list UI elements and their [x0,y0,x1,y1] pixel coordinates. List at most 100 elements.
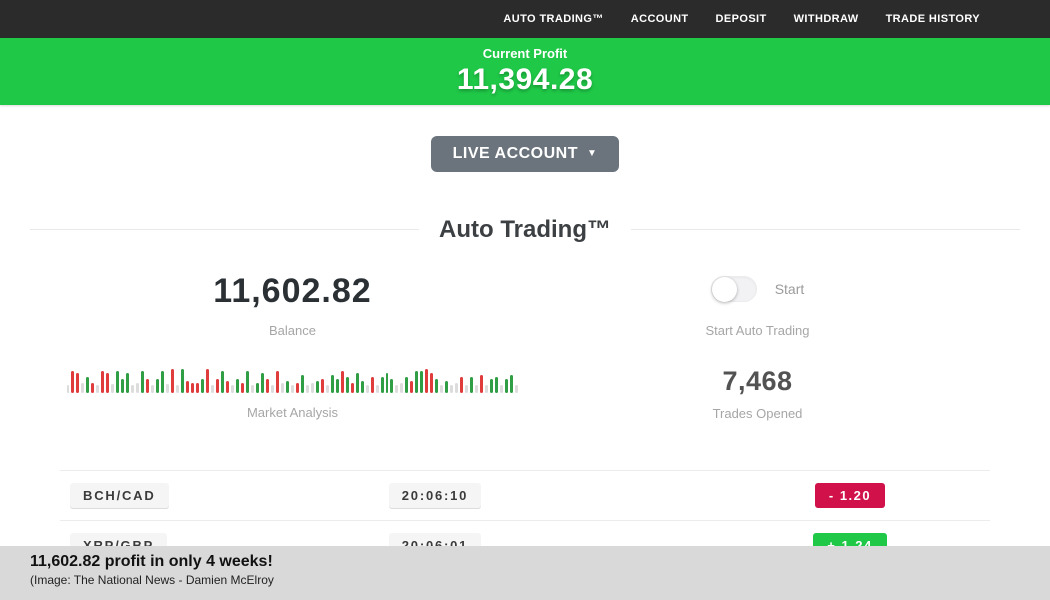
market-bar [360,381,364,393]
market-bar [440,385,444,393]
current-profit-value: 11,394.28 [456,63,594,96]
caption-credit: (Image: The National News - Damien McElr… [30,573,274,587]
market-bar [310,383,314,393]
market-bar [196,383,200,393]
market-bar [445,381,449,393]
market-bar [335,379,339,393]
start-auto-trading-toggle[interactable] [710,276,757,302]
market-bar [390,379,394,393]
market-bar [136,383,140,393]
market-bar [415,371,419,393]
market-bar [495,377,499,393]
market-bar [171,369,175,393]
chevron-down-icon: ▼ [587,148,598,159]
market-bar [435,379,439,393]
market-bar [141,371,145,393]
market-bar [280,383,284,393]
market-bar [295,383,299,393]
nav-item[interactable]: WITHDRAW [793,13,859,25]
market-bar [86,377,90,393]
market-bar [465,385,469,393]
market-bar [250,385,254,393]
market-bar [260,373,264,393]
market-bar [101,371,105,393]
toggle-knob [711,277,737,302]
market-bar [460,377,464,393]
market-bar [226,381,229,393]
auto-trading-label: Start Auto Trading [705,323,810,338]
market-bar [181,369,185,393]
nav-item[interactable]: AUTO TRADING™ [503,13,604,25]
market-bar [245,371,249,393]
market-bar [375,385,379,393]
market-bar [156,379,160,393]
market-bar [355,373,359,393]
market-bar [151,385,155,393]
market-analysis-chart [66,365,519,393]
account-selector-wrap: LIVE ACCOUNT ▼ [0,136,1050,172]
market-bar [111,384,115,393]
market-bar [345,377,349,393]
market-bar [285,381,289,393]
market-bar [455,383,459,393]
market-bar [340,371,344,393]
market-bar [490,379,494,393]
market-bar [201,379,205,393]
market-bar [450,385,454,393]
market-bar [116,371,120,393]
market-bar [405,377,409,393]
market-bar [515,385,519,393]
table-row[interactable]: BCH/CAD 20:06:10 - 1.20 [60,470,990,520]
market-analysis-stat: Market Analysis [60,363,525,444]
auto-trading-stat: Start Start Auto Trading [525,268,990,363]
market-bar [230,385,234,393]
market-bar [505,379,509,393]
market-bar [430,373,434,393]
market-bar [191,383,195,393]
market-bar [330,375,334,393]
market-bar [410,381,414,393]
trades-table: BCH/CAD 20:06:10 - 1.20 XRP/GBP 20:06:01… [60,470,990,570]
nav-item[interactable]: ACCOUNT [630,13,689,25]
nav-item[interactable]: DEPOSIT [715,13,767,25]
market-bar [211,385,215,393]
nav-item[interactable]: TRADE HISTORY [885,13,980,25]
market-bar [275,371,279,393]
market-bar [146,379,150,393]
toggle-state-label: Start [774,281,805,297]
market-bar [76,373,80,393]
page-title: Auto Trading™ [419,216,631,243]
market-bar [131,385,135,393]
market-bar [385,373,389,393]
market-bar [485,385,489,393]
market-bar [270,385,274,393]
trades-opened-stat: 7,468 Trades Opened [525,363,990,444]
market-bar [475,385,479,393]
market-bar [71,371,75,393]
market-bar [265,379,269,393]
market-bar [510,375,514,393]
live-account-button[interactable]: LIVE ACCOUNT ▼ [430,136,620,172]
market-bar [91,383,95,393]
trades-opened-label: Trades Opened [712,406,803,421]
caption-headline: 11,602.82 profit in only 4 weeks! [30,553,273,570]
market-analysis-label: Market Analysis [246,405,339,420]
market-bar [380,377,384,393]
balance-label: Balance [269,323,316,338]
balance-stat: 11,602.82 Balance [60,268,525,363]
balance-value: 11,602.82 [213,272,372,310]
market-bar [350,383,354,393]
market-bar [290,385,294,393]
market-bar [66,385,70,393]
trade-pair-pill: BCH/CAD [70,483,169,508]
market-bar [186,381,190,393]
market-bar [370,377,374,393]
market-bar [235,379,239,393]
market-bar [325,385,329,393]
market-bar [480,375,484,393]
market-bar [420,371,424,393]
market-bar [121,379,125,393]
market-bar [425,369,429,393]
market-bar [216,379,220,393]
